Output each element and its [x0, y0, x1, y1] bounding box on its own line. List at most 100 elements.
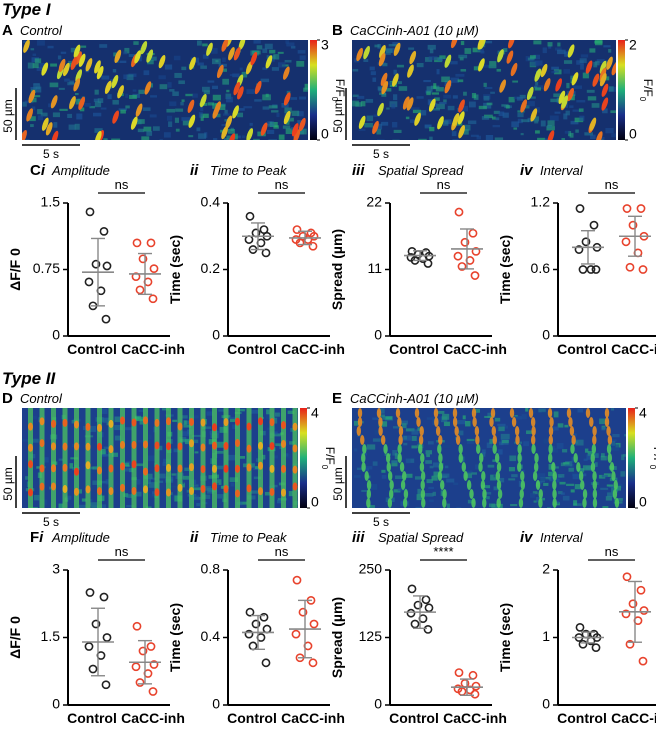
streak — [458, 453, 463, 463]
y-tick-label: 0 — [374, 327, 382, 343]
noise — [28, 507, 38, 508]
noise — [544, 138, 549, 140]
noise — [239, 67, 243, 71]
y-tick-label: 0 — [374, 696, 382, 712]
noise — [589, 48, 596, 53]
event — [214, 101, 222, 115]
streak — [552, 480, 557, 490]
data-point — [295, 238, 305, 248]
streak — [582, 498, 587, 508]
streak — [442, 498, 447, 508]
spot — [258, 417, 263, 426]
noise — [565, 110, 570, 116]
noise — [423, 79, 431, 83]
noise — [144, 473, 153, 479]
spot — [39, 417, 45, 426]
noise — [403, 442, 408, 446]
event — [117, 85, 124, 99]
noise — [100, 408, 108, 414]
data-point — [413, 600, 423, 610]
noise — [570, 120, 579, 125]
event — [73, 44, 81, 58]
event — [592, 73, 600, 87]
noise — [483, 102, 492, 109]
streak — [437, 471, 443, 481]
noise — [513, 416, 523, 420]
data-point — [457, 262, 467, 271]
noise — [425, 460, 432, 464]
streak — [438, 435, 443, 445]
noise — [486, 102, 493, 106]
streak — [535, 480, 541, 490]
streak — [454, 426, 459, 436]
noise — [224, 109, 228, 115]
panel-sub: i — [41, 162, 46, 179]
noise — [517, 112, 524, 118]
noise — [408, 47, 415, 50]
noise — [429, 465, 434, 469]
noise — [243, 106, 253, 109]
noise — [272, 455, 278, 459]
colorbar-label-sub: 0 — [648, 465, 656, 470]
noise — [381, 52, 391, 55]
noise — [579, 58, 587, 64]
streak — [547, 408, 553, 418]
noise — [547, 42, 553, 47]
panel-label: D — [2, 390, 13, 407]
noise — [278, 134, 285, 140]
noise — [173, 448, 182, 453]
noise — [465, 420, 471, 427]
event — [406, 97, 414, 111]
spot — [223, 464, 229, 473]
noise — [225, 93, 232, 100]
image-caption: CaCCinh-A01 (10 µM) — [350, 23, 479, 38]
noise — [180, 101, 184, 106]
noise — [585, 466, 593, 470]
streak — [531, 444, 536, 454]
noise — [246, 89, 255, 94]
event — [291, 123, 299, 137]
noise — [262, 94, 271, 101]
noise — [393, 94, 398, 101]
noise — [277, 62, 286, 68]
streak — [552, 489, 557, 499]
noise — [373, 114, 380, 118]
streak — [607, 453, 613, 463]
noise — [94, 128, 103, 133]
noise — [382, 63, 388, 67]
y-tick-label: 1 — [542, 628, 550, 644]
event — [94, 60, 101, 74]
x-tick-label: Control — [389, 710, 439, 726]
noise — [486, 442, 493, 448]
noise — [102, 454, 111, 457]
event — [189, 56, 196, 71]
noise — [200, 113, 209, 118]
event — [283, 92, 291, 106]
noise — [436, 69, 440, 75]
noise — [136, 479, 141, 485]
noise — [564, 130, 570, 134]
noise — [273, 433, 282, 437]
noise — [587, 96, 597, 101]
noise — [274, 412, 280, 417]
noise — [89, 425, 97, 432]
data-point — [423, 259, 433, 268]
noise — [94, 89, 99, 95]
streak — [606, 426, 611, 436]
noise — [89, 499, 93, 502]
data-point — [471, 246, 481, 256]
noise — [191, 434, 201, 437]
spot — [212, 482, 217, 491]
streak — [397, 417, 402, 427]
event — [508, 40, 515, 49]
streak — [399, 462, 405, 472]
event — [228, 133, 236, 140]
noise — [450, 61, 458, 65]
y-tick-label: 0.2 — [201, 260, 221, 276]
noise — [222, 78, 229, 85]
event — [499, 79, 507, 93]
streak — [474, 426, 480, 436]
noise — [491, 116, 496, 120]
data-point — [261, 658, 271, 668]
